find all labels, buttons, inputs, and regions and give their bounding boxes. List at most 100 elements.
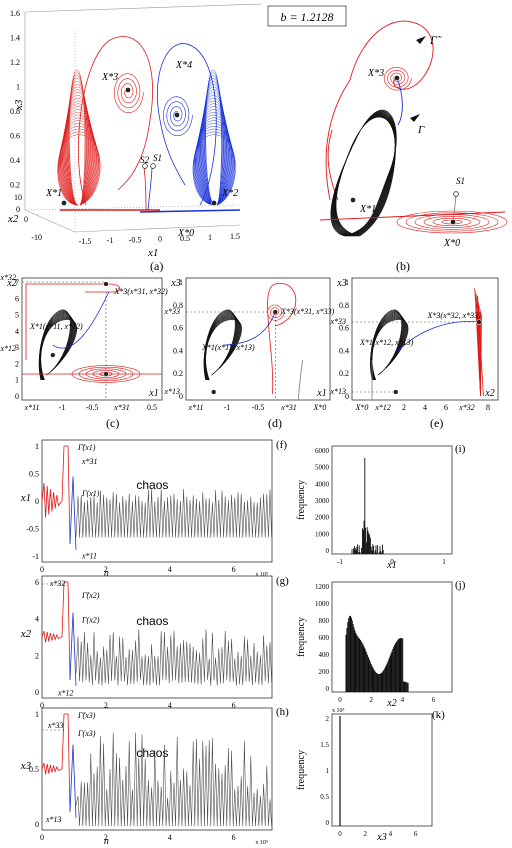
axis-label-x: x1	[386, 560, 396, 571]
ymark: x*32	[0, 273, 16, 282]
tick-label-y: 3000	[315, 497, 330, 505]
saddle-S1-b	[454, 192, 459, 197]
equilibrium-X1-c	[50, 353, 55, 358]
tick-label-x: x*11	[188, 403, 204, 412]
tick-label-y: 4	[15, 327, 19, 336]
axis-label-x: x1	[148, 388, 158, 399]
axis-label-x1: x1	[147, 247, 158, 259]
annotation: x*31	[81, 457, 98, 466]
histogram-k: 2 1.5 1 0.5 00 2 4 6 frequency x3 x 10⁵	[296, 708, 432, 843]
tick-label-y: 2	[326, 715, 330, 723]
tick-label-y: 5	[15, 311, 19, 320]
tick-label-y: 0	[326, 547, 330, 555]
tick-label-x: 4	[168, 833, 172, 842]
ymark: x*33	[163, 307, 180, 316]
tick-label-z: 1.4	[10, 34, 20, 43]
panel-label-e: (e)	[430, 416, 443, 430]
equilibrium-X3-b	[394, 75, 399, 80]
annotation: x*11	[81, 551, 97, 560]
tick-label-x: 0	[40, 565, 44, 574]
ymark: x*33	[329, 317, 346, 326]
label-X3-b: X*3	[367, 68, 384, 79]
timeseries-f: 10.50-0.5-10 2 4 6x1n x 10⁵chaosΓ̃(x1)x*31Γ(…	[20, 440, 272, 579]
axis-label-y: x1	[20, 492, 31, 504]
tick-label-x: 2	[369, 696, 373, 704]
equilibrium-X1-e	[393, 390, 398, 395]
panel-b: Γ̃ Γ X*3 X*1 X*0 S1 (b)	[320, 21, 507, 273]
tick-label-x: 6	[232, 833, 236, 842]
axis-label-y: x2	[20, 628, 32, 640]
tick-label-x: -1	[224, 403, 231, 412]
label-X3-a: X*3	[101, 72, 118, 83]
axis-label-x: x3	[376, 832, 386, 843]
chaotic-loop	[333, 113, 395, 236]
tick-label-x: X*0	[355, 403, 369, 412]
axis-label-x: x2	[484, 388, 494, 399]
red-axis-b	[320, 212, 505, 220]
label-gamma: Γ	[417, 124, 425, 136]
tick-label-y: 1	[35, 710, 39, 719]
tick-label-x: 1.5	[230, 232, 240, 241]
tick-label-y: -10	[31, 233, 42, 242]
tick-label-y: 0	[15, 392, 19, 401]
tick-label-y: 0	[35, 820, 39, 829]
histogram-i: 6000 5000 4000 3000 2000 1000 0 -1 0 1 frequency x1	[296, 446, 452, 571]
tick-label-x: 0	[158, 235, 162, 244]
axis-label-y: frequency	[296, 750, 307, 790]
tick-label-x: X*0	[313, 403, 327, 412]
axis-label-y: x3	[170, 278, 180, 289]
tick-label-x: 6	[414, 830, 418, 838]
ymark: x*13	[163, 387, 180, 396]
tick-label-y: 2	[15, 359, 19, 368]
equilibrium-X3-a	[125, 87, 130, 92]
red-spiral	[114, 74, 143, 113]
chaos-label: chaos	[136, 746, 168, 760]
annotation: Γ̃(x1)	[77, 443, 96, 452]
axis-label-x: n	[104, 836, 109, 847]
tick-label-y: -0.5	[26, 525, 39, 534]
tick-label-x: x*11	[24, 403, 40, 412]
arrow-gamma-tilde	[416, 36, 426, 44]
tick-label-x: 6	[432, 696, 436, 704]
tick-label-y: 0.2	[339, 369, 349, 378]
attractor-b	[320, 21, 507, 236]
ymark: x*12	[0, 344, 16, 353]
tick-label-y: 1000	[315, 600, 330, 608]
tick-label-y: 0	[326, 819, 330, 827]
label-X1-c: X*1(x*11, x*12)	[29, 322, 83, 331]
tick-label-y: 2000	[315, 514, 330, 522]
tick-label-y: 1	[35, 442, 39, 451]
tick-label-z: 0.2	[10, 181, 20, 190]
exponent-label: x 10⁵	[332, 708, 345, 714]
tick-label-x: 0	[338, 696, 342, 704]
panel-label-a: (a)	[150, 259, 163, 273]
axis-label-x3: x3	[13, 99, 25, 111]
tick-label-y: 0.8	[339, 301, 349, 310]
tick-label-z: 1.6	[10, 9, 20, 18]
tick-label-x: 2	[363, 830, 367, 838]
panel-e: 10.80.60.40.20X*0 x*12 2 4 6 x*32 8x3x2X*3(x*3…	[329, 278, 498, 412]
label-X1-e: X*1(x*12, x*13)	[359, 338, 414, 347]
tick-label-x: x*31	[113, 403, 130, 412]
tick-label-y: 6000	[315, 447, 330, 455]
annotation: Γ(x1)	[81, 489, 100, 498]
equilibrium-X1-b	[350, 197, 355, 202]
annotation: Γ̃(x2)	[81, 591, 100, 600]
tick-label-y: 0.4	[173, 346, 183, 355]
label-gamma-tilde: Γ̃	[429, 33, 442, 47]
tick-label-x: 0	[40, 833, 44, 842]
gamma-trajectory	[397, 78, 402, 125]
axis-label-y: x3	[336, 278, 346, 289]
tick-label-x: -1	[337, 558, 343, 566]
label-X1-d: X*1(x*11, x*13)	[201, 343, 255, 352]
annotation: x*12	[57, 689, 74, 698]
tick-label-x: 2	[402, 403, 406, 412]
tick-label-y: 2	[35, 651, 39, 660]
tick-label-x: 1	[208, 233, 212, 242]
equilibrium-X1-d	[211, 390, 216, 395]
equilibrium-X1-a	[61, 200, 66, 205]
timeseries-g: 64200246x2nx 10⁵chaosx*32Γ̃(x2)Γ(x2)x*12	[20, 576, 272, 715]
timeseries-h: 10.500 2 4 6x3n x 10⁵chaosx*33Γ̃(x3)Γ(x3)x*1…	[20, 708, 272, 847]
tick-label-y: 0	[326, 685, 330, 693]
axis-label-y: frequency	[296, 480, 307, 520]
